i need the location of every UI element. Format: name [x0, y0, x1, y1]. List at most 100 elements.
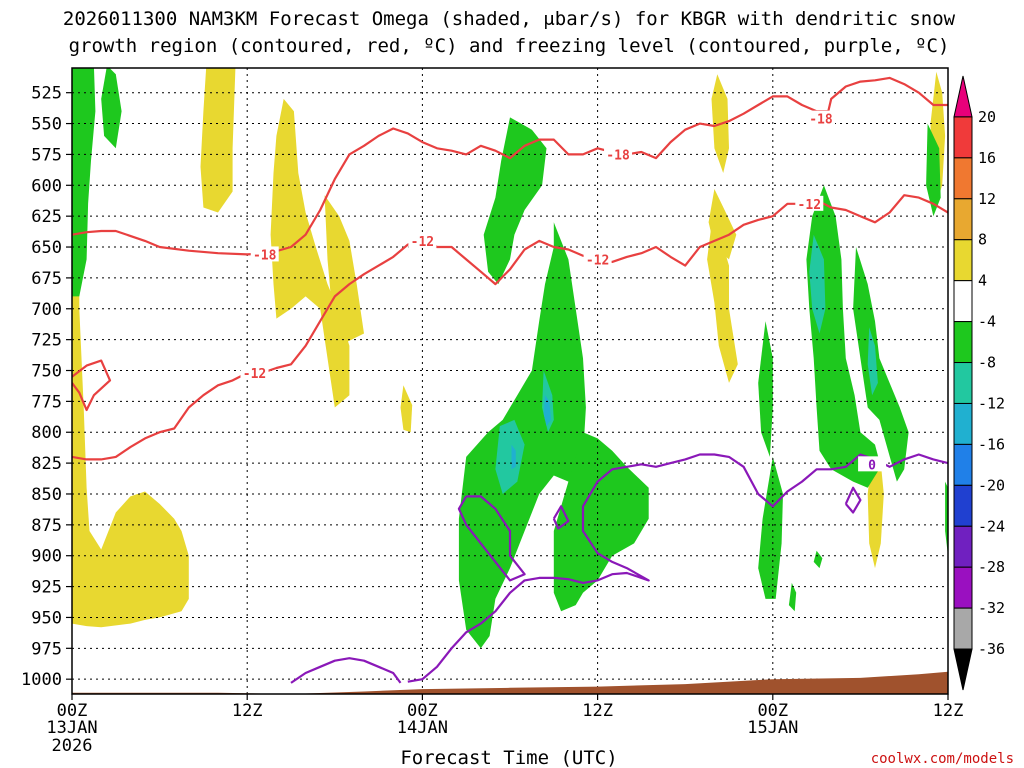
- omega-region-pos: [324, 195, 364, 346]
- contour-dgz_loop: [72, 359, 112, 412]
- x-tick-label-0: 00Z: [57, 701, 88, 721]
- omega-region-neg1: [788, 582, 797, 612]
- omega-region-neg3: [511, 444, 516, 470]
- omega-region-neg1: [758, 456, 783, 599]
- colorbar-swatch: [953, 443, 973, 486]
- colorbar-swatch: [953, 362, 973, 404]
- x-tick-label-48: 00Z: [757, 701, 788, 721]
- colorbar-label: -8: [978, 354, 996, 372]
- omega-region-neg1: [72, 68, 96, 297]
- omega-region-neg3: [543, 395, 551, 427]
- y-tick-label-675: 675: [31, 269, 62, 289]
- omega-region-pos: [72, 234, 189, 628]
- colorbar-label: -4: [978, 313, 996, 331]
- colorbar-label: -32: [978, 599, 1005, 617]
- y-tick-label-850: 850: [31, 485, 62, 505]
- colorbar-swatch: [953, 321, 973, 364]
- x-tick-label-36: 12Z: [582, 701, 613, 721]
- y-tick-label-700: 700: [31, 300, 62, 320]
- colorbar: 20 16 12 8 4 -4 -8 -12 -16 -20 -24 -28 -32 -36: [953, 75, 1005, 691]
- contour-label-bg: [408, 232, 437, 248]
- contour-label-text: -18: [809, 113, 833, 128]
- contour-label-dgz_top: -18: [604, 146, 633, 163]
- y-tick-label-750: 750: [31, 362, 62, 382]
- y-tick-label-725: 725: [31, 331, 62, 351]
- y-tick-label-875: 875: [31, 516, 62, 536]
- contour-freezing_loop: [457, 495, 526, 582]
- omega-region-pos: [708, 189, 737, 260]
- omega-region-neg1: [458, 222, 586, 649]
- contour-label-dgz_top: -18: [806, 110, 835, 128]
- colorbar-swatch: [953, 484, 973, 527]
- contour-label-bg: [583, 251, 612, 267]
- contour-label-text: -18: [253, 248, 277, 263]
- y-tick-label-925: 925: [31, 578, 62, 598]
- omega-region-neg1: [806, 185, 881, 488]
- contour-freezing_main: [290, 657, 402, 684]
- omega-region-pos: [270, 98, 350, 408]
- omega-region-neg2: [809, 234, 826, 334]
- omega-region-pos: [400, 385, 413, 433]
- contour-label-dgz_bottom: -12: [240, 364, 269, 382]
- terrain-fill: [72, 671, 948, 694]
- colorbar-label: 12: [978, 190, 996, 208]
- credit-text: coolwx.com/models: [871, 751, 1014, 767]
- y-tick-label-900: 900: [31, 547, 62, 567]
- contour-label-dgz_bottom: -12: [408, 232, 437, 250]
- contour-label-bg: [240, 364, 269, 380]
- y-tick-label-525: 525: [31, 84, 62, 104]
- colorbar-swatch: [953, 198, 973, 241]
- contour-label-text: -18: [606, 148, 630, 163]
- colorbar-swatch: [953, 116, 973, 159]
- x-tick-year-0: 2026: [52, 736, 93, 756]
- colorbar-label: -12: [978, 394, 1005, 412]
- omega-region-pos: [867, 454, 884, 569]
- contour-label-bg: [795, 195, 824, 211]
- contour-label-dgz_bottom: -12: [795, 195, 824, 213]
- y-tick-label-650: 650: [31, 238, 62, 258]
- colorbar-swatch: [953, 566, 973, 609]
- x-tick-label-24: 00Z: [407, 701, 438, 721]
- colorbar-label: 16: [978, 149, 996, 167]
- plot-area: -18 -18 -18 -12 -12 -12 -12 0 525 550 575 600 625 650…: [21, 67, 1005, 756]
- colorbar-bottom-arrow: [953, 648, 973, 691]
- chart-title-line-1: 2026011300 NAM3KM Forecast Omega (shaded…: [63, 8, 956, 30]
- colorbar-swatch: [953, 157, 973, 200]
- colorbar-label: 4: [978, 272, 987, 290]
- contour-label-dgz_top: -18: [250, 246, 279, 263]
- contour-label-text: -12: [798, 198, 821, 213]
- plot-frame: [71, 67, 949, 695]
- colorbar-swatch: [953, 239, 973, 282]
- colorbar-label: -20: [978, 476, 1005, 494]
- omega-region-neg2: [495, 419, 525, 494]
- contour-freezing_mid: [407, 453, 948, 683]
- colorbar-swatch: [953, 280, 973, 323]
- y-tick-label-550: 550: [31, 115, 62, 135]
- x-tick-label-60: 12Z: [933, 701, 964, 721]
- contour-label-bg: [604, 146, 633, 162]
- colorbar-swatch: [953, 402, 973, 445]
- x-tick-day-24: 14JAN: [397, 718, 448, 738]
- plot-inner: -18 -18 -18 -12 -12 -12 -12 0: [72, 68, 948, 694]
- y-tick-label-625: 625: [31, 207, 62, 227]
- omega-region-neg1: [553, 432, 649, 612]
- colorbar-label: 8: [978, 231, 987, 249]
- colorbar-swatch: [953, 607, 973, 650]
- omega-region-pos: [200, 68, 236, 213]
- colorbar-label: 20: [978, 108, 996, 126]
- omega-region-neg1: [483, 117, 547, 285]
- colorbar-top-arrow: [953, 75, 973, 118]
- colorbar-label: -28: [978, 558, 1005, 576]
- contour-label-text: -12: [586, 253, 609, 268]
- y-tick-label-800: 800: [31, 423, 62, 443]
- omega-region-neg1: [101, 68, 122, 149]
- y-tick-label-575: 575: [31, 145, 62, 165]
- omega-region-neg1: [758, 321, 773, 457]
- x-axis-label: Forecast Time (UTC): [400, 747, 617, 768]
- contour-label-text: 0: [868, 458, 876, 473]
- chart-title-line-2: growth region (contoured, red, ºC) and f…: [69, 35, 950, 57]
- contour-label-bg: [250, 246, 279, 262]
- contour-label-text: -12: [243, 367, 266, 382]
- omega-region-neg1: [813, 550, 823, 569]
- contour-freezing_blob: [844, 486, 862, 514]
